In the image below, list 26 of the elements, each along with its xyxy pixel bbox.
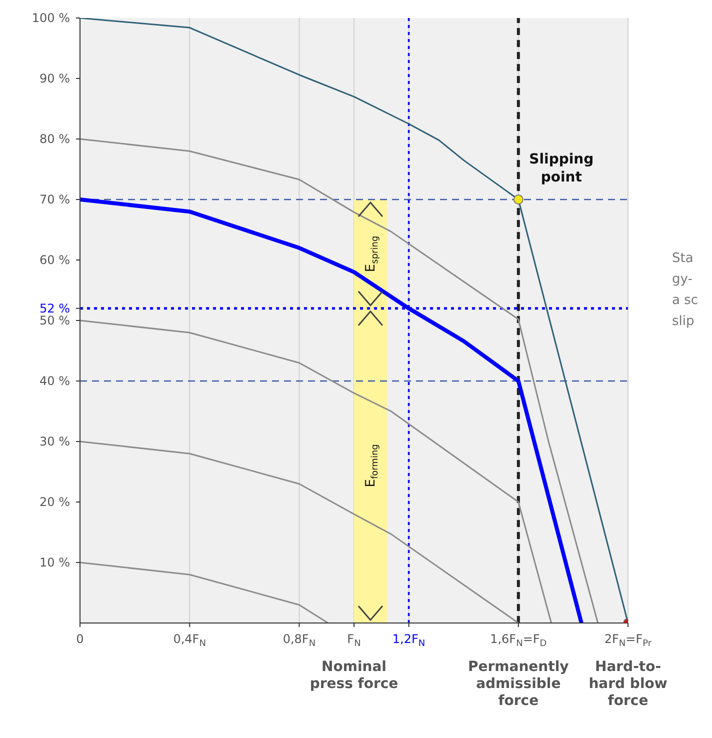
x-tick-label: F$_{N}$ [347,632,361,649]
y-tick-label: 80 % [40,132,70,146]
y-tick-label: 50 % [40,314,70,328]
line-series [80,440,520,623]
text: Permanently admissible force [468,659,569,709]
y-tick-label: 90 % [40,72,70,86]
x-tick-label: 0,4F$_{N}$ [173,632,206,649]
line-series [80,562,329,623]
y-tick-label: 20 % [40,495,70,509]
x-tick-label: 0 [76,632,84,646]
y-tick-label: 60 % [40,253,70,267]
y-tick-label: 70 % [40,192,70,206]
text: Hard-to-hard blow force [588,659,668,709]
x-tick-label: 0,8F$_{N}$ [282,632,316,649]
text: Sta gy- a sc slip [672,250,698,331]
line-series [80,320,552,623]
y-tick-label: 30 % [40,434,70,448]
y-tick-label: 100 % [32,11,70,25]
y-tick-label: 40 % [40,374,70,388]
x-tick-label: 1,6F$_{N}$=F$_{D}$ [490,632,547,649]
x-tick-label: 1,2F$_{N}$ [392,632,426,649]
annotation: Slipping point [529,152,594,186]
x-tick-label: 2F$_{N}$=F$_{Pr}$ [604,632,652,649]
y-tick-label: 52 % [40,301,70,316]
y-tick-label: 10 % [40,556,70,570]
text: Nominal press force [310,659,398,692]
